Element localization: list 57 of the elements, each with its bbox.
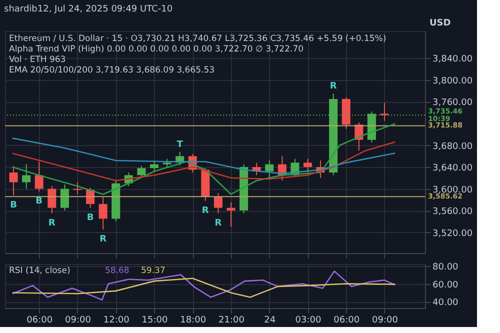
annotation: R	[100, 234, 107, 245]
annotation: B	[10, 200, 18, 210]
chart-title: Ethereum / U.S. Dollar · 15 · O3,730.21 H3,740.67 L3,725.36 C3,735.46 +5.59 (+0.15%)	[9, 34, 386, 44]
candlestick	[98, 196, 108, 230]
annotation: R	[48, 218, 56, 228]
x-tick-label: 06:00	[26, 316, 53, 326]
x-tick-label: 09:00	[372, 316, 398, 326]
candlestick	[162, 158, 172, 169]
annotation: EMA 20/50/100/200 3,719.63 3,686.09 3,665.53	[9, 66, 215, 76]
x-tick-label: 18:00	[180, 316, 206, 326]
line-series	[12, 138, 396, 174]
y-tick-label: 3,800.00	[432, 76, 473, 86]
y-tick-label: 3,680.00	[432, 142, 473, 152]
candlestick	[226, 202, 236, 228]
candlestick	[150, 160, 159, 172]
line-series	[12, 123, 396, 195]
y-tick-label: 40.00	[432, 298, 459, 308]
candlestick	[137, 165, 146, 178]
y-axis-title: USD	[430, 18, 451, 28]
candlestick	[214, 192, 222, 214]
candlestick	[60, 184, 69, 212]
annotation: R	[214, 218, 222, 228]
candlestick	[22, 164, 31, 190]
x-tick-label: 12:00	[103, 316, 130, 326]
annotation: B	[36, 196, 43, 207]
chart-subtitle: shardib12, Jul 24, 2025 09:49 UTC-10	[4, 4, 173, 14]
x-tick-label: 09:00	[65, 316, 92, 326]
x-tick-label: 21:00	[218, 316, 245, 326]
annotation: T	[176, 140, 184, 150]
line-series	[12, 278, 396, 298]
annotation: Vol · ETH 963	[9, 55, 66, 65]
candlestick	[265, 160, 274, 180]
candlestick	[34, 161, 44, 192]
annotation: R	[330, 82, 337, 92]
annotation: Alpha Trend VIP (High) 0.00 0.00 0.00 0.00 0.00 3,722.70 ∅ 3,722.70	[9, 44, 304, 54]
y-tick-label: 3,840.00	[432, 54, 473, 65]
y-tick-label: 3,760.00	[432, 98, 473, 108]
line-series	[12, 141, 396, 182]
candlestick	[9, 165, 18, 196]
y-tick-label: 80.00	[432, 262, 459, 272]
y-tick-label: 3,520.00	[432, 228, 473, 239]
x-tick-label: 06:00	[334, 316, 360, 326]
candlestick	[380, 102, 389, 122]
y-tick-label: 3,640.00	[432, 164, 473, 174]
candlestick	[48, 186, 56, 214]
annotation: 59.37	[141, 266, 166, 276]
candlestick	[73, 182, 82, 195]
x-tick-label: 24	[264, 316, 276, 326]
annotation: B	[86, 212, 94, 223]
x-tick-label: 15:00	[142, 316, 168, 326]
annotation: R	[202, 206, 209, 216]
annotation: 58.68	[105, 266, 130, 276]
x-tick-label: 03:00	[295, 316, 322, 326]
candlestick	[303, 158, 312, 173]
y-tick-label: 60.00	[432, 280, 459, 290]
chart-title: RSI (14, close)	[9, 266, 70, 276]
y-tick-label: 3,560.00	[432, 207, 473, 218]
